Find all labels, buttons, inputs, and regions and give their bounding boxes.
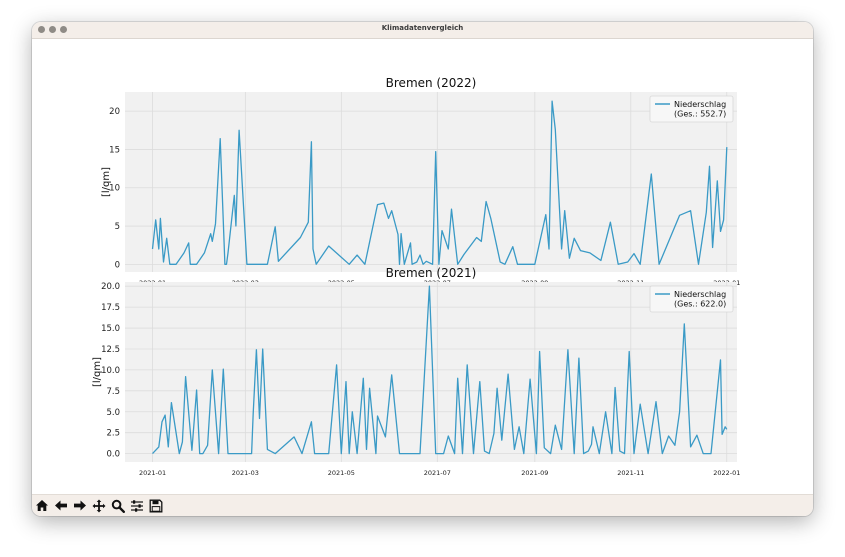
y-axis-label: [l/qm] (101, 167, 112, 197)
legend-box (649, 95, 734, 123)
y-tick-label: 0.0 (106, 450, 120, 460)
back-button[interactable] (53, 498, 69, 513)
forward-button[interactable] (72, 498, 88, 513)
back-arrow-icon (55, 500, 67, 511)
maximize-window-button[interactable] (60, 26, 67, 33)
x-tick-label: 2021-07 (424, 469, 451, 477)
precipitation-line (152, 285, 728, 455)
zoom-button[interactable] (110, 498, 126, 513)
y-tick-label: 12.5 (101, 345, 120, 355)
precipitation-line (151, 100, 728, 265)
configure-subplots-button[interactable] (129, 498, 145, 513)
y-tick-label: 15 (109, 145, 120, 155)
app-window: Klimadatenvergleich 051015202022-012022-… (32, 22, 813, 516)
configure-subplots-icon (131, 499, 143, 512)
zoom-icon (111, 499, 125, 513)
title-bar: Klimadatenvergleich (32, 22, 813, 39)
pan-icon (92, 499, 106, 512)
home-button[interactable] (34, 498, 50, 513)
figure-canvas[interactable]: 051015202022-012022-032022-052022-072022… (32, 39, 813, 495)
y-axis-label: [l/qm] (92, 357, 103, 387)
legend-label: Niederschlag (Ges.: 552.7) (674, 100, 726, 119)
navigation-toolbar (32, 494, 813, 516)
y-tick-label: 2.5 (106, 429, 120, 439)
plot-area (125, 92, 737, 272)
save-icon (149, 499, 163, 512)
legend-box (649, 285, 734, 313)
y-tick-label: 17.5 (101, 303, 120, 313)
y-tick-label: 10.0 (101, 366, 120, 376)
forward-arrow-icon (74, 500, 86, 511)
chart-title: Bremen (2021) (386, 266, 477, 280)
y-tick-label: 0 (115, 260, 120, 270)
y-tick-label: 15.0 (101, 324, 120, 334)
x-tick-label: 2021-03 (232, 469, 259, 477)
y-tick-label: 10 (109, 184, 120, 194)
x-tick-label: 2022-01 (713, 469, 740, 477)
y-tick-label: 7.5 (106, 387, 120, 397)
pan-button[interactable] (91, 498, 107, 513)
y-tick-label: 20.0 (101, 282, 120, 292)
minimize-window-button[interactable] (49, 26, 56, 33)
save-figure-button[interactable] (148, 498, 164, 513)
y-tick-label: 5.0 (106, 408, 120, 418)
legend: Niederschlag (Ges.: 622.0) (649, 285, 734, 313)
subplot-1[interactable]: 0.0 2.5 5.0 7.5 10.0 12.5 15.0 17.5 20.0 2021-01 2… (92, 266, 740, 477)
legend-label: Niederschlag (Ges.: 622.0) (674, 290, 726, 309)
subplot-0[interactable]: 051015202022-012022-032022-052022-072022… (101, 76, 740, 287)
x-tick-label: 2021-09 (521, 469, 548, 477)
close-window-button[interactable] (38, 26, 45, 33)
x-tick-label: 2021-05 (328, 469, 355, 477)
chart-title: Bremen (2022) (386, 76, 477, 90)
x-tick-label: 2021-11 (617, 469, 644, 477)
legend: Niederschlag (Ges.: 552.7) (649, 95, 734, 123)
window-title: Klimadatenvergleich (381, 24, 464, 32)
home-icon (36, 500, 48, 511)
y-tick-label: 20 (109, 107, 120, 117)
x-tick-label: 2021-01 (139, 469, 166, 477)
y-tick-label: 5 (115, 222, 120, 232)
